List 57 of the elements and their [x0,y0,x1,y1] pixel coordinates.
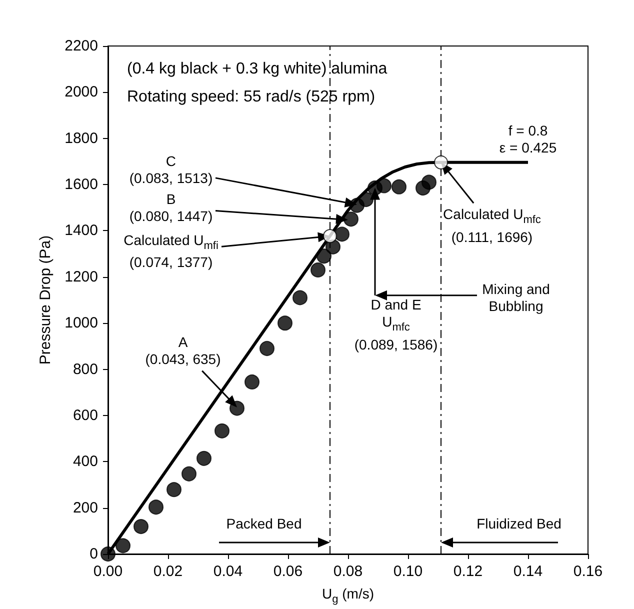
y-tick-label: 800 [72,360,98,378]
x-tick-label: 0.12 [453,563,483,580]
text: (0.4 kg black + 0.3 kg white) alumina [127,60,388,78]
x-tick-label: 0.14 [513,563,543,580]
point [376,178,392,194]
point [344,212,358,227]
y-tick-label: 2200 [64,38,98,54]
point [244,374,260,390]
y-tick-label: 1800 [64,130,98,147]
point [166,482,182,498]
annotation: Fluidized Bed [476,515,562,532]
text: Rotating speed: 55 rad/s (525 rpm) [127,88,376,106]
point [230,400,244,416]
y-tick-label: 1600 [64,176,98,194]
point [116,538,130,554]
y-tick-label: 600 [72,406,98,424]
annotation: Calculated U$_{mfc}$ (0.111, 1696) [443,206,541,246]
y-tick-label: 1000 [64,314,98,332]
y-axis-title: Pressure Drop (Pa) [37,235,54,365]
annotation: B (0.080, 1447) [129,190,213,225]
x-axis-title: U$_{g}$ (m/s) [322,586,374,608]
x-tick-label: 0.08 [333,563,363,580]
x-tick-label: 0.16 [573,563,603,580]
y-tick-label: 2000 [64,84,98,101]
point [260,340,274,356]
point [100,546,116,562]
annotation: ε = 0.425 [499,139,557,156]
x-tick-label: 0.10 [393,563,423,580]
point [422,174,436,190]
annotation: Packed Bed [226,515,302,532]
point [278,316,292,331]
annotation: D and E U$_{mfc}$ (0.089, 1586) [354,296,438,354]
point [434,155,448,170]
annotation: A (0.043, 635) [145,334,221,368]
x-tick-label: 0.06 [273,563,303,580]
x-tick-label: 0.00 [93,563,123,580]
point [292,290,308,306]
annotation: Mixing and Bubbling [482,280,550,315]
y-tick-label: 1400 [64,222,98,240]
x-tick-label: 0.02 [153,563,183,580]
x-tick-label: 0.04 [213,563,243,580]
point [182,466,196,482]
point [134,519,148,534]
point [196,450,212,466]
y-tick-label: 400 [72,453,98,470]
point [392,179,406,194]
annotation: C (0.083, 1513) [129,152,213,187]
point [310,262,326,278]
annotation: Calculated U$_{mfi}$ (0.074, 1377) [124,232,218,272]
annotation: f = 0.8 [508,122,548,140]
point [334,226,350,242]
y-tick-label: 0 [90,546,98,562]
point [323,229,337,244]
y-tick-label: 1200 [64,268,98,286]
point [214,423,230,438]
y-tick-label: 200 [72,499,98,516]
point [148,500,164,515]
